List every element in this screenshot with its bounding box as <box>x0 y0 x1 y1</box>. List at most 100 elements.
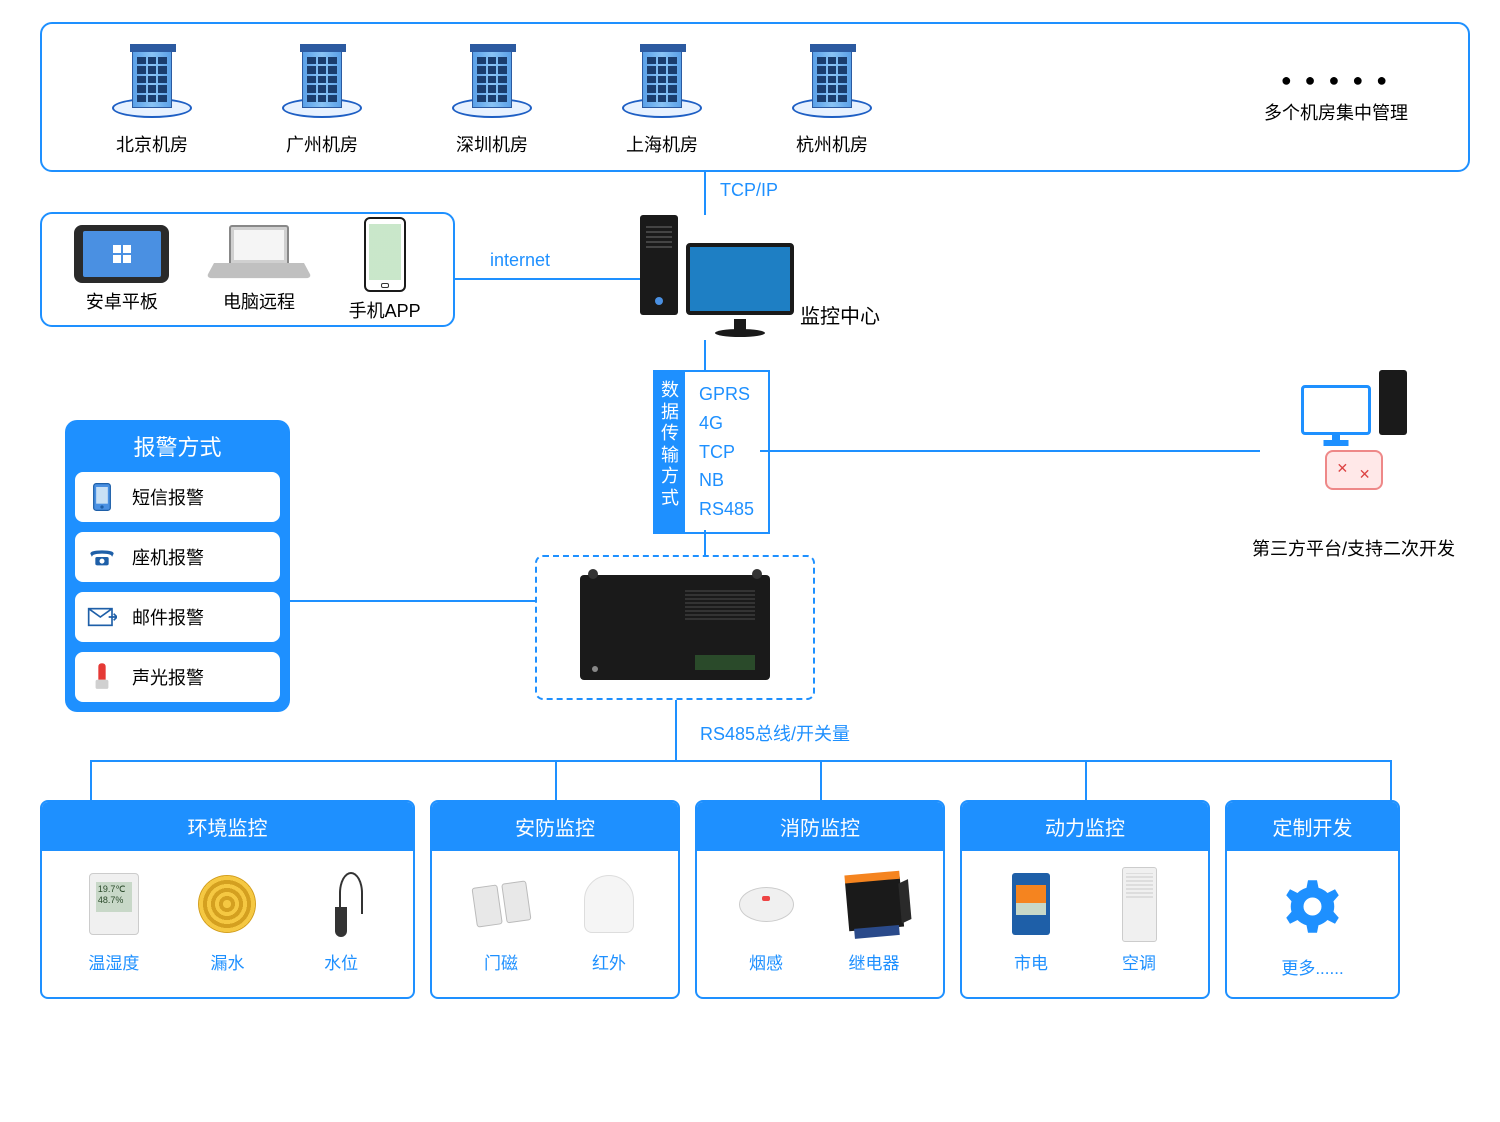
category-environment: 环境监控 19.7℃48.7% 温湿度 漏水 水位 <box>40 800 415 999</box>
relay-icon <box>839 869 909 939</box>
alarm-label: 短信报警 <box>132 484 204 510</box>
client-label: 安卓平板 <box>86 288 158 314</box>
transmission-method: GPRS <box>699 380 754 409</box>
sensor-item: 继电器 <box>839 869 909 974</box>
data-transmission-box: 数据传输方式 GPRS 4G TCP NB RS485 <box>653 370 770 534</box>
mobile-icon <box>87 482 117 512</box>
smoke-sensor-icon <box>731 869 801 939</box>
connection-line <box>1390 760 1392 800</box>
building-label: 深圳机房 <box>456 131 528 157</box>
alarm-box: 报警方式 短信报警 座机报警 邮件报警 声光报警 <box>65 420 290 712</box>
monitor-icon <box>686 243 794 315</box>
building-icon <box>102 38 202 123</box>
categories-row: 环境监控 19.7℃48.7% 温湿度 漏水 水位 安防监控 <box>40 800 1460 999</box>
laptop-icon <box>214 225 304 283</box>
alarm-item-siren: 声光报警 <box>75 652 280 702</box>
buildings-row: 北京机房 广州机房 深圳机房 上海机房 <box>40 22 1470 172</box>
mail-icon <box>87 602 117 632</box>
category-title: 环境监控 <box>42 802 413 851</box>
door-sensor-icon <box>466 869 536 939</box>
rs485-label: RS485总线/开关量 <box>700 720 850 746</box>
ac-unit-icon <box>1104 869 1174 939</box>
client-label: 电脑远程 <box>223 288 295 314</box>
telephone-icon <box>87 542 117 572</box>
sensor-item: 水位 <box>306 869 376 974</box>
sensor-label: 继电器 <box>849 949 900 974</box>
category-power: 动力监控 市电 空调 <box>960 800 1210 999</box>
building-label: 北京机房 <box>116 131 188 157</box>
phone-icon <box>364 217 406 292</box>
power-meter-icon <box>996 869 1066 939</box>
sensor-label: 红外 <box>592 949 626 974</box>
sensor-label: 水位 <box>324 949 358 974</box>
alarm-label: 座机报警 <box>132 544 204 570</box>
alarm-title: 报警方式 <box>75 430 280 462</box>
building-item: 杭州机房 <box>782 38 882 157</box>
router-icon <box>1325 450 1383 490</box>
transmission-method: 4G <box>699 409 754 438</box>
connection-line <box>555 760 557 800</box>
dots-icon: ● ● ● ● ● <box>1264 70 1408 91</box>
transmission-method: RS485 <box>699 495 754 524</box>
building-icon <box>272 38 372 123</box>
connection-line <box>455 278 640 280</box>
sensor-label: 市电 <box>1014 949 1048 974</box>
sensor-item: 烟感 <box>731 869 801 974</box>
data-transmission-title: 数据传输方式 <box>655 372 685 532</box>
siren-icon <box>87 662 117 692</box>
transmission-method: TCP <box>699 438 754 467</box>
category-security: 安防监控 门磁 红外 <box>430 800 680 999</box>
more-rooms-label: 多个机房集中管理 <box>1264 99 1408 125</box>
connection-line <box>704 530 706 555</box>
pc-tower-icon <box>1379 370 1407 435</box>
clients-box: 安卓平板 电脑远程 手机APP <box>40 212 455 327</box>
gateway-device-box <box>535 555 815 700</box>
category-title: 动力监控 <box>962 802 1208 851</box>
third-party-platform: 第三方平台/支持二次开发 <box>1252 370 1455 561</box>
monitor-center-label: 监控中心 <box>800 300 880 329</box>
connection-line <box>760 450 1260 452</box>
bus-line <box>90 760 1390 762</box>
building-item: 北京机房 <box>102 38 202 157</box>
client-laptop: 电脑远程 <box>214 225 304 314</box>
sensor-item: 市电 <box>996 869 1066 974</box>
category-title: 安防监控 <box>432 802 678 851</box>
client-label: 手机APP <box>349 297 421 323</box>
building-item: 深圳机房 <box>442 38 542 157</box>
sensor-item: 门磁 <box>466 869 536 974</box>
sensor-label: 漏水 <box>210 949 244 974</box>
connection-line <box>675 700 677 760</box>
category-custom: 定制开发 更多...... <box>1225 800 1400 999</box>
client-phone: 手机APP <box>349 217 421 323</box>
building-icon <box>612 38 712 123</box>
data-transmission-list: GPRS 4G TCP NB RS485 <box>685 372 768 532</box>
more-rooms: ● ● ● ● ● 多个机房集中管理 <box>1264 70 1408 125</box>
sensor-label: 温湿度 <box>88 949 139 974</box>
monitor-icon <box>1301 385 1371 435</box>
building-item: 上海机房 <box>612 38 712 157</box>
temp-humidity-icon: 19.7℃48.7% <box>79 869 149 939</box>
building-label: 广州机房 <box>286 131 358 157</box>
monitor-center <box>640 215 794 315</box>
infrared-icon <box>574 869 644 939</box>
connection-line <box>1085 760 1087 800</box>
building-icon <box>782 38 882 123</box>
alarm-item-landline: 座机报警 <box>75 532 280 582</box>
water-leak-icon <box>192 869 262 939</box>
sensor-label: 门磁 <box>484 949 518 974</box>
third-party-label: 第三方平台/支持二次开发 <box>1252 535 1455 561</box>
sensor-item: 更多...... <box>1275 869 1350 979</box>
sensor-item: 漏水 <box>192 869 262 974</box>
connection-line <box>90 760 92 800</box>
gateway-device-icon <box>580 575 770 680</box>
client-tablet: 安卓平板 <box>74 225 169 314</box>
building-label: 杭州机房 <box>796 131 868 157</box>
sensor-label: 空调 <box>1122 949 1156 974</box>
category-title: 消防监控 <box>697 802 943 851</box>
sensor-item: 空调 <box>1104 869 1174 974</box>
gear-icon <box>1275 869 1350 944</box>
sensor-label: 更多...... <box>1281 954 1343 979</box>
connection-line <box>704 172 706 215</box>
sensor-label: 烟感 <box>749 949 783 974</box>
building-icon <box>442 38 542 123</box>
